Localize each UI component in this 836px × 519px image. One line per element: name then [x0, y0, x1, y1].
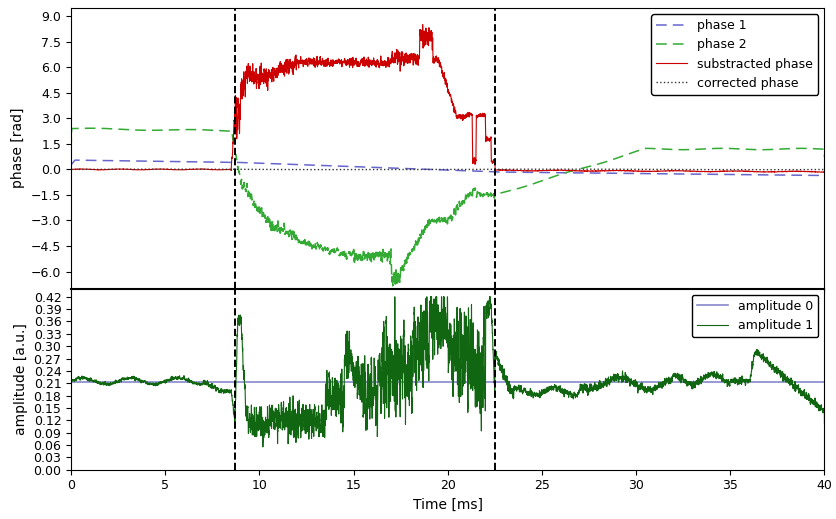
Legend: phase 1, phase 2, substracted phase, corrected phase: phase 1, phase 2, substracted phase, cor… [650, 14, 818, 95]
phase 2 [66, 146, 76, 152]
phase 1 [70, 157, 80, 163]
corrected phase [624, 166, 634, 172]
corrected phase [741, 167, 751, 173]
Y-axis label: amplitude [a.u.]: amplitude [a.u.] [14, 323, 28, 435]
amplitude 1 [664, 376, 674, 383]
Line: substracted phase: substracted phase [71, 24, 823, 172]
phase 1 [818, 170, 828, 176]
amplitude 1 [257, 444, 268, 450]
amplitude 0 [624, 379, 634, 385]
amplitude 0 [544, 379, 554, 385]
substracted phase [818, 169, 828, 175]
amplitude 1 [339, 396, 349, 402]
substracted phase [664, 168, 674, 174]
phase 2 [104, 126, 114, 132]
substracted phase [66, 167, 76, 173]
amplitude 0 [818, 379, 828, 385]
corrected phase [544, 166, 554, 172]
phase 2 [86, 125, 96, 131]
phase 1 [104, 157, 114, 163]
X-axis label: Time [ms]: Time [ms] [412, 498, 482, 512]
corrected phase [104, 166, 114, 172]
phase 1 [339, 163, 349, 169]
substracted phase [624, 167, 634, 173]
corrected phase [66, 166, 76, 172]
amplitude 1 [544, 385, 554, 391]
substracted phase [818, 168, 828, 174]
Legend: amplitude 0, amplitude 1: amplitude 0, amplitude 1 [691, 295, 818, 337]
Line: phase 1: phase 1 [71, 160, 823, 175]
amplitude 1 [390, 294, 400, 300]
substracted phase [512, 167, 522, 173]
substracted phase [339, 59, 349, 65]
amplitude 1 [104, 381, 114, 387]
amplitude 1 [66, 422, 76, 429]
amplitude 0 [664, 379, 674, 385]
corrected phase [339, 167, 349, 173]
corrected phase [172, 166, 182, 172]
phase 2 [818, 154, 828, 160]
phase 2 [664, 146, 674, 153]
Y-axis label: phase [rad]: phase [rad] [12, 108, 25, 188]
phase 1 [664, 171, 674, 177]
amplitude 0 [512, 379, 522, 385]
phase 2 [339, 249, 349, 255]
Line: phase 2: phase 2 [71, 128, 823, 286]
amplitude 1 [512, 386, 522, 392]
phase 2 [387, 283, 397, 289]
substracted phase [417, 21, 427, 28]
phase 1 [66, 161, 76, 168]
phase 1 [544, 170, 554, 176]
corrected phase [664, 167, 674, 173]
Line: amplitude 1: amplitude 1 [71, 297, 823, 447]
corrected phase [818, 167, 828, 173]
amplitude 1 [624, 379, 634, 386]
amplitude 0 [104, 379, 114, 385]
phase 1 [815, 172, 825, 179]
substracted phase [104, 167, 114, 173]
amplitude 0 [339, 379, 349, 385]
phase 2 [544, 175, 554, 181]
corrected phase [512, 166, 522, 172]
substracted phase [544, 167, 554, 173]
phase 1 [624, 170, 634, 176]
phase 1 [512, 169, 522, 175]
amplitude 1 [818, 420, 828, 427]
phase 2 [624, 151, 634, 157]
amplitude 0 [66, 379, 76, 385]
phase 2 [512, 186, 522, 192]
